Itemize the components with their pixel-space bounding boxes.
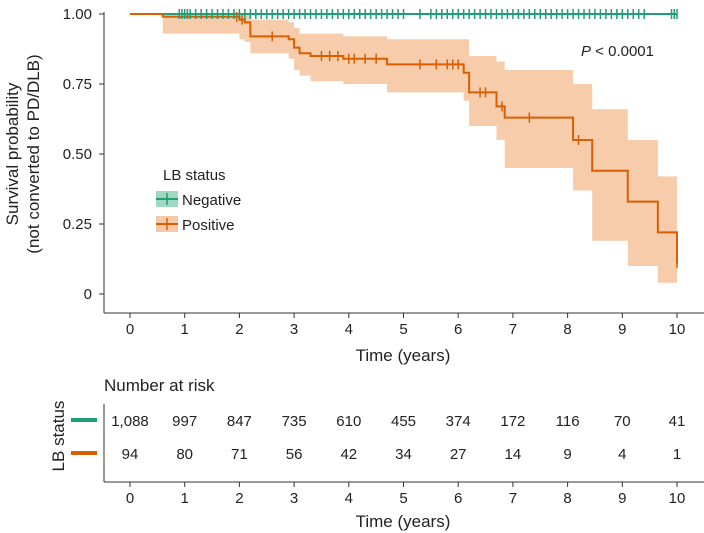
survival-curve-positive [130,13,678,264]
y-tick-label: 0.50 [63,146,92,163]
p-value-symbol: P [581,43,591,60]
risk-table: Number at risk LB status 1,088 997 847 735 6… [49,376,704,531]
risk-count-positive: 94 [122,446,139,463]
risk-count-positive: 14 [505,446,522,463]
x-tick-label: 6 [454,321,462,338]
x-axis-title: Time (years) [356,346,451,365]
risk-count-negative: 735 [282,413,307,430]
risk-count-negative: 1,088 [111,413,149,430]
risk-count-positive: 27 [450,446,467,463]
risk-x-tick-label: 10 [669,490,686,507]
y-tick-label: 0.25 [63,216,92,233]
legend: LB status Negative Positive [156,167,241,234]
x-tick-label: 9 [618,321,626,338]
risk-count-negative: 374 [446,413,471,430]
risk-count-negative: 997 [172,413,197,430]
x-tick-label: 10 [669,321,686,338]
risk-x-tick-label: 9 [618,490,626,507]
x-tick-label: 4 [345,321,353,338]
risk-count-negative: 41 [669,413,686,430]
x-tick-label: 0 [126,321,134,338]
y-tick-label: 1.00 [63,6,92,23]
risk-count-positive: 9 [563,446,571,463]
risk-count-negative: 610 [336,413,361,430]
y-axis-title-line-2: (not converted to PD/DLB) [24,54,43,253]
risk-count-positive: 42 [340,446,357,463]
risk-count-positive: 34 [395,446,412,463]
risk-count-positive: 80 [176,446,193,463]
censor-marks [178,9,678,269]
risk-x-tick-label: 8 [563,490,571,507]
x-tick-label: 3 [290,321,298,338]
legend-label-positive: Positive [182,217,235,234]
risk-x-tick-label: 6 [454,490,462,507]
legend-label-negative: Negative [182,192,241,209]
legend-item-positive: Positive [156,216,235,234]
risk-count-positive: 56 [286,446,303,463]
y-tick-label: 0 [84,286,92,303]
risk-count-positive: 1 [673,446,681,463]
y-tick-label: 0.75 [63,76,92,93]
confidence-bands [130,14,677,294]
x-tick-label: 1 [181,321,189,338]
risk-count-negative: 172 [500,413,525,430]
risk-x-tick-label: 0 [126,490,134,507]
plot-axes: 0 0.25 0.50 0.75 1.00 0 1 2 3 4 5 6 7 8 9 10 [63,6,704,338]
x-tick-label: 7 [509,321,517,338]
risk-x-tick-label: 4 [345,490,353,507]
risk-table-axis: 0 1 2 3 4 5 6 7 8 9 10 [103,404,704,507]
risk-table-title: Number at risk [104,376,215,395]
p-value-annotation: P < 0.0001 [581,43,654,60]
risk-x-tick-label: 2 [235,490,243,507]
risk-x-tick-label: 7 [509,490,517,507]
risk-x-tick-label: 3 [290,490,298,507]
risk-x-tick-label: 5 [399,490,407,507]
legend-item-negative: Negative [156,191,241,209]
risk-count-positive: 4 [618,446,626,463]
x-tick-label: 2 [235,321,243,338]
survival-plot: 0 0.25 0.50 0.75 1.00 0 1 2 3 4 5 6 7 8 9 10 Survival p… [3,6,704,365]
x-tick-label: 5 [399,321,407,338]
risk-count-positive: 71 [231,446,248,463]
y-axis-title-line-1: Survival probability [3,82,22,225]
legend-title: LB status [163,167,226,184]
ci-band-positive [130,14,677,294]
risk-count-negative: 116 [556,413,580,430]
risk-count-negative: 70 [614,413,631,430]
risk-table-row-axis-title: LB status [49,401,68,472]
risk-count-negative: 455 [391,413,416,430]
risk-count-negative: 847 [227,413,252,430]
risk-table-x-axis-title: Time (years) [356,512,451,531]
risk-x-tick-label: 1 [181,490,189,507]
x-tick-label: 8 [563,321,571,338]
p-value-text: < 0.0001 [591,43,654,60]
